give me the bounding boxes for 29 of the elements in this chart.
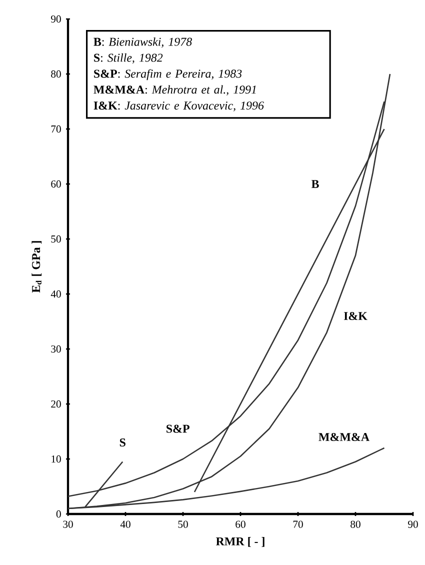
series-label: I&K: [344, 312, 368, 320]
series-label: M&M&A: [318, 432, 370, 442]
x-axis-title: RMR [ - ]: [216, 536, 264, 547]
y-tick-label: 70: [51, 125, 61, 133]
y-tick-label: 10: [52, 455, 61, 463]
y-tick-label: 0: [56, 510, 61, 518]
x-tick-label: 70: [293, 520, 303, 528]
y-tick-label: 20: [51, 400, 61, 408]
y-tick-label: 90: [51, 15, 61, 23]
annotation: I&K: Jasarevic e Kovacevic, 1996: [94, 102, 264, 112]
annotation: S&P: Serafim e Pereira, 1983: [94, 69, 242, 80]
series-label: S: [120, 438, 126, 447]
x-tick-label: 80: [350, 520, 360, 528]
y-axis-title: E$_{d}$ [ GPa ]: [32, 241, 42, 293]
annotation: M&M&A: Mehrotra et al., 1991: [94, 85, 256, 96]
x-tick-label: 40: [120, 520, 130, 528]
annotation: S: Stille, 1982: [94, 53, 163, 64]
series-label: S&P: [166, 424, 190, 433]
y-tick-label: 30: [51, 345, 61, 353]
y-tick-label: 40: [50, 290, 61, 298]
annotation: B: Bieniawski, 1978: [94, 37, 192, 48]
y-tick-label: 60: [51, 180, 61, 188]
x-tick-label: 60: [236, 520, 246, 528]
y-tick-label: 50: [51, 235, 61, 243]
x-tick-label: 50: [178, 520, 188, 528]
text: B: [311, 180, 319, 188]
y-tick-label: 80: [51, 70, 61, 78]
x-tick-label: 90: [408, 520, 418, 528]
x-tick-label: 30: [63, 520, 73, 528]
